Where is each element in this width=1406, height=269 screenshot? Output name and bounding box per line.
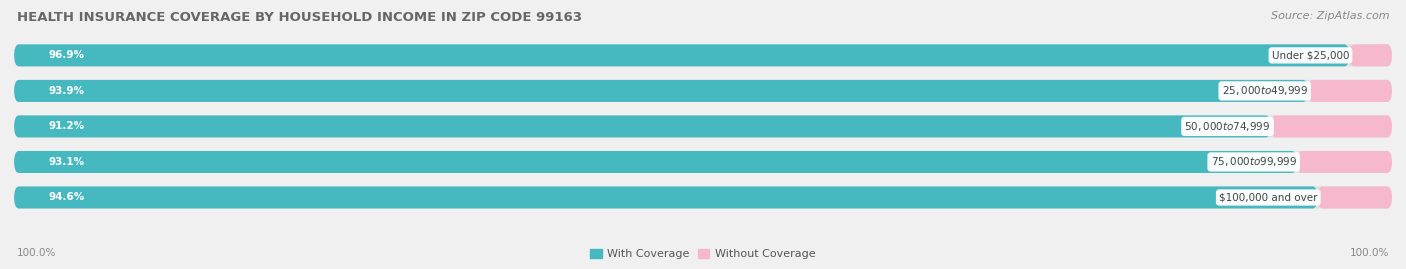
FancyBboxPatch shape — [14, 151, 1296, 173]
FancyBboxPatch shape — [14, 44, 1392, 66]
FancyBboxPatch shape — [1271, 115, 1392, 137]
Text: 100.0%: 100.0% — [1350, 248, 1389, 258]
FancyBboxPatch shape — [1296, 151, 1392, 173]
FancyBboxPatch shape — [14, 80, 1308, 102]
Text: 93.9%: 93.9% — [48, 86, 84, 96]
FancyBboxPatch shape — [1317, 186, 1392, 208]
Text: 93.1%: 93.1% — [48, 157, 84, 167]
Text: 100.0%: 100.0% — [17, 248, 56, 258]
Legend: With Coverage, Without Coverage: With Coverage, Without Coverage — [586, 244, 820, 263]
FancyBboxPatch shape — [14, 151, 1392, 173]
FancyBboxPatch shape — [14, 44, 1350, 66]
Text: 96.9%: 96.9% — [48, 50, 84, 60]
Text: 91.2%: 91.2% — [48, 121, 84, 132]
FancyBboxPatch shape — [14, 115, 1392, 137]
Text: Under $25,000: Under $25,000 — [1271, 50, 1350, 60]
Text: $50,000 to $74,999: $50,000 to $74,999 — [1184, 120, 1271, 133]
FancyBboxPatch shape — [1350, 44, 1392, 66]
FancyBboxPatch shape — [14, 80, 1392, 102]
Text: $100,000 and over: $100,000 and over — [1219, 193, 1317, 203]
FancyBboxPatch shape — [14, 115, 1271, 137]
Text: $25,000 to $49,999: $25,000 to $49,999 — [1222, 84, 1308, 97]
Text: Source: ZipAtlas.com: Source: ZipAtlas.com — [1271, 11, 1389, 21]
Text: $75,000 to $99,999: $75,000 to $99,999 — [1211, 155, 1296, 168]
FancyBboxPatch shape — [1308, 80, 1392, 102]
FancyBboxPatch shape — [14, 186, 1392, 208]
Text: HEALTH INSURANCE COVERAGE BY HOUSEHOLD INCOME IN ZIP CODE 99163: HEALTH INSURANCE COVERAGE BY HOUSEHOLD I… — [17, 11, 582, 24]
FancyBboxPatch shape — [14, 186, 1317, 208]
Text: 94.6%: 94.6% — [48, 193, 84, 203]
